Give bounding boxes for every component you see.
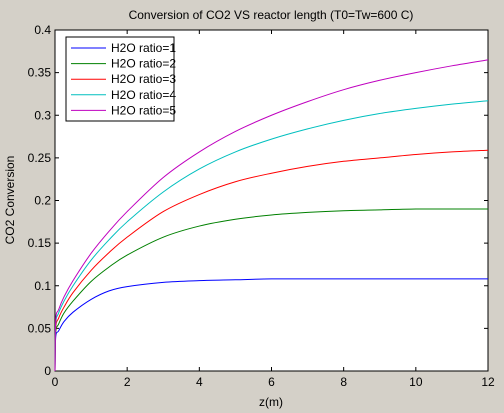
legend-label-2: H2O ratio=2 <box>111 57 176 71</box>
y-tick-label: 0.25 <box>28 151 52 165</box>
y-tick-label: 0.05 <box>28 321 52 335</box>
y-tick-label: 0.4 <box>34 23 51 37</box>
legend-label-1: H2O ratio=1 <box>111 41 176 55</box>
legend-label-5: H2O ratio=5 <box>111 103 176 117</box>
y-tick-label: 0.35 <box>28 66 52 80</box>
x-tick-label: 4 <box>196 375 203 389</box>
series-line-4 <box>54 100 489 372</box>
legend-label-3: H2O ratio=3 <box>111 72 176 86</box>
x-tick-label: 6 <box>268 375 275 389</box>
legend-label-4: H2O ratio=4 <box>111 88 176 102</box>
y-tick-label: 0.3 <box>34 108 51 122</box>
series-line-3 <box>54 149 489 372</box>
axis-ticks: 0 2 4 6 8 10 12 0 0.05 0.1 0.15 0.2 0.25 0.3 0.35 0.4 <box>28 23 495 389</box>
y-axis-label: CO2 Conversion <box>3 156 17 245</box>
x-axis-label: z(m) <box>259 395 283 409</box>
chart-title: Conversion of CO2 VS reactor length (T0=… <box>129 8 414 22</box>
y-tick-label: 0.2 <box>34 194 51 208</box>
series-line-2 <box>54 208 488 372</box>
series-lines <box>54 59 489 372</box>
x-tick-label: 2 <box>124 375 131 389</box>
series-line-1 <box>54 278 488 372</box>
x-tick-label: 0 <box>52 375 59 389</box>
x-tick-label: 10 <box>409 375 423 389</box>
x-tick-label: 12 <box>481 375 495 389</box>
x-tick-label: 8 <box>340 375 347 389</box>
series-line-5 <box>54 59 489 372</box>
y-tick-label: 0.15 <box>28 236 52 250</box>
y-tick-label: 0.1 <box>34 279 51 293</box>
y-tick-label: 0 <box>44 364 51 378</box>
